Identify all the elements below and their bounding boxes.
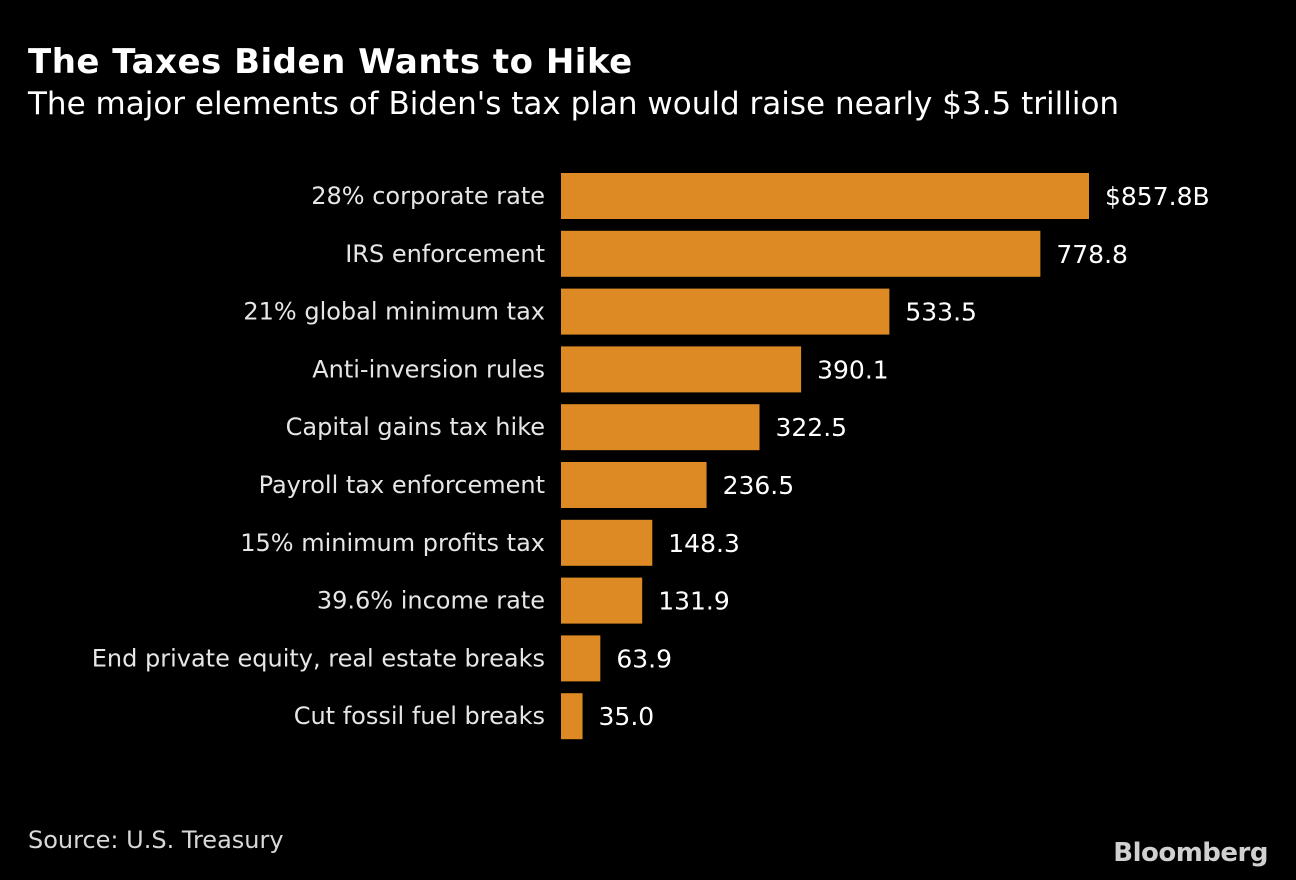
value-label: 533.5	[905, 298, 977, 327]
bar	[561, 173, 1089, 219]
value-label: 778.8	[1056, 240, 1128, 269]
category-label: Cut fossil fuel breaks	[294, 702, 545, 730]
category-label: 28% corporate rate	[311, 182, 545, 210]
value-label: 63.9	[616, 644, 672, 673]
bar	[561, 404, 760, 451]
bar	[561, 519, 653, 566]
value-label: 236.5	[723, 471, 795, 500]
category-label: Capital gains tax hike	[286, 413, 545, 441]
bar	[561, 462, 707, 508]
bar	[561, 346, 802, 393]
value-label: 35.0	[599, 702, 655, 731]
category-label: IRS enforcement	[345, 240, 545, 268]
value-label: $857.8B	[1105, 182, 1210, 211]
category-label: Payroll tax enforcement	[259, 471, 545, 499]
category-label: 15% minimum profits tax	[240, 529, 545, 557]
category-label: Anti-inversion rules	[312, 355, 545, 383]
category-label: 39.6% income rate	[317, 587, 545, 615]
source-note: Source: U.S. Treasury	[28, 826, 284, 854]
bar	[561, 635, 601, 682]
value-label: 131.9	[658, 587, 730, 616]
bar	[561, 230, 1041, 277]
chart-subtitle: The major elements of Biden's tax plan w…	[28, 86, 1120, 122]
value-label: 322.5	[776, 413, 848, 442]
bar	[561, 288, 890, 335]
value-label: 148.3	[668, 529, 740, 558]
category-label: End private equity, real estate breaks	[92, 644, 545, 672]
chart-title: The Taxes Biden Wants to Hike	[28, 42, 633, 82]
bar	[561, 693, 583, 740]
bloomberg-logo: Bloomberg	[1113, 838, 1268, 868]
bar	[561, 577, 643, 624]
value-label: 390.1	[817, 355, 889, 384]
category-label: 21% global minimum tax	[243, 298, 545, 326]
